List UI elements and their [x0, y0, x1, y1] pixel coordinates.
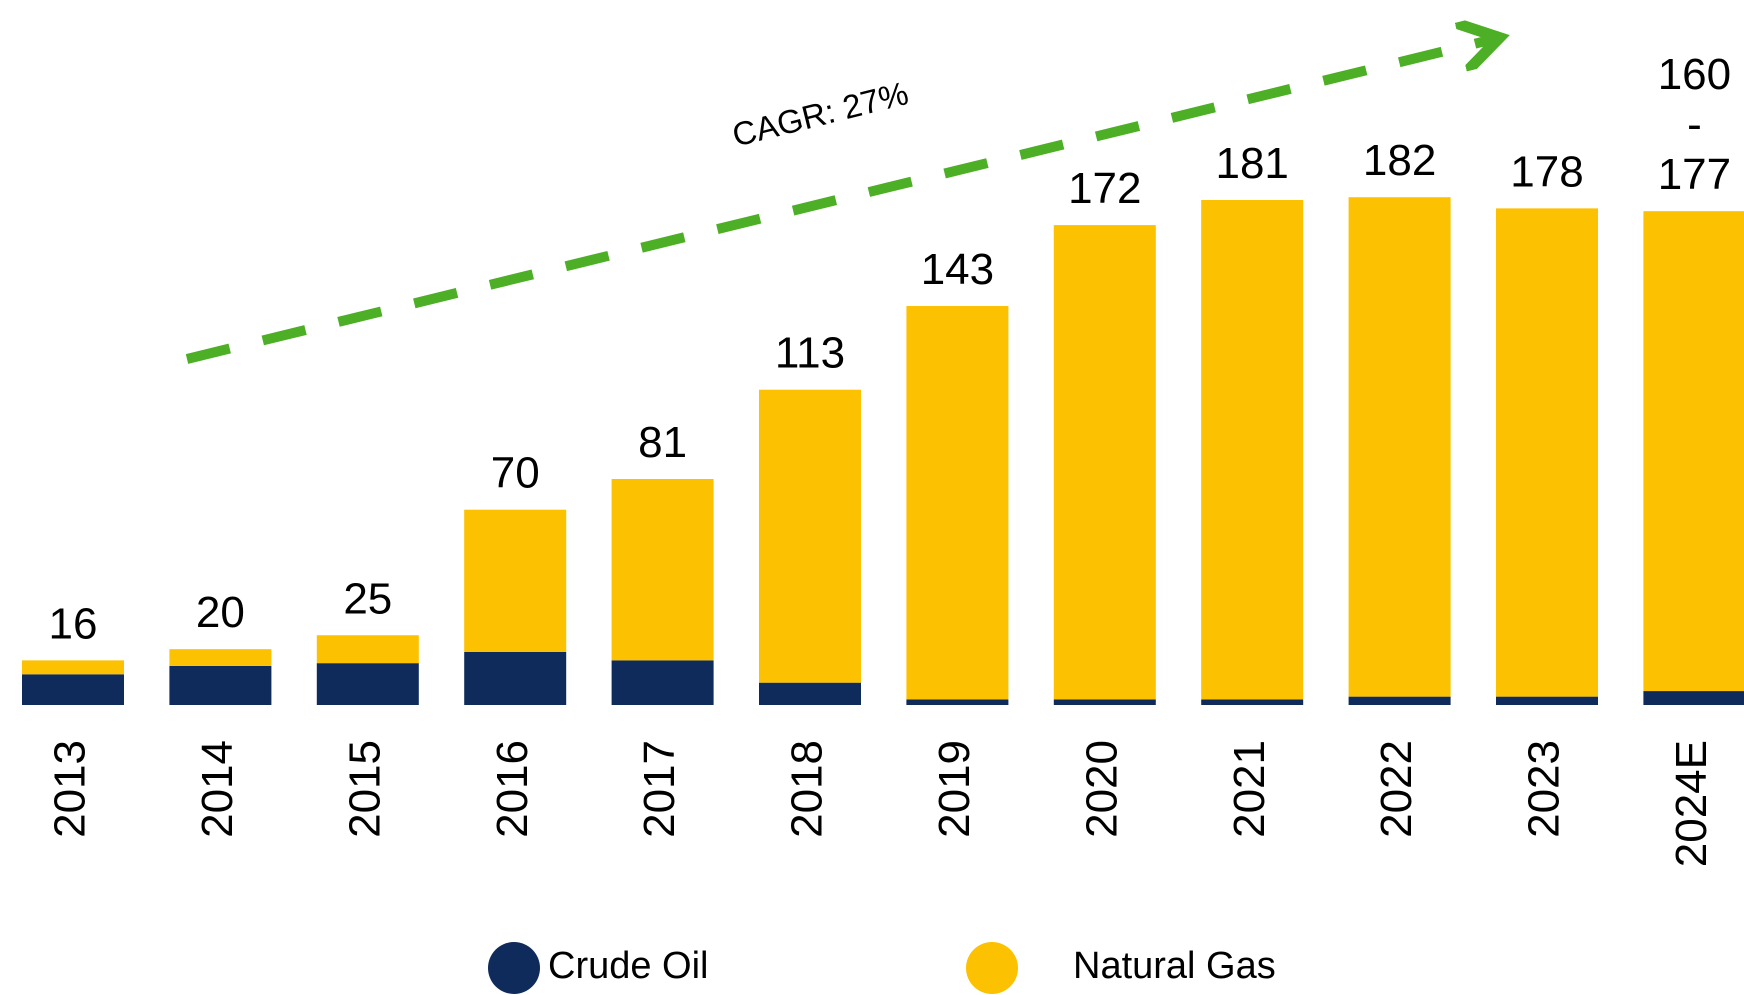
- bar-segment: [1496, 208, 1598, 697]
- x-tick-label: 2013: [46, 740, 95, 838]
- total-label: 172: [1068, 164, 1141, 213]
- x-tick-label: 2020: [1077, 740, 1126, 838]
- x-tick-label: 2023: [1520, 740, 1569, 838]
- bar-segment: [1643, 211, 1744, 692]
- total-label: 70: [491, 449, 540, 498]
- x-tick-label: 2024E: [1667, 740, 1716, 867]
- bar-segment: [1348, 197, 1451, 697]
- x-tick-label: 2017: [635, 740, 684, 838]
- bar-segment: [169, 649, 272, 666]
- bar-segment: [464, 651, 567, 705]
- bar-segment: [759, 682, 861, 705]
- bar-segment: [906, 699, 1009, 705]
- bar-segment: [22, 660, 124, 675]
- bar-segment: [22, 674, 124, 705]
- total-label: 160 -177: [1658, 50, 1731, 199]
- bar-segment: [1201, 699, 1304, 705]
- total-label: 81: [638, 418, 687, 467]
- trend-arrow: [185, 40, 1490, 364]
- bar-segment: [1348, 696, 1451, 705]
- x-tick-label: 2019: [930, 740, 979, 838]
- legend-label: Crude Oil: [548, 945, 709, 987]
- total-label: 143: [921, 245, 994, 294]
- x-tick-label: 2014: [193, 740, 242, 838]
- bar-segment: [759, 389, 861, 683]
- x-tick-label: 2018: [783, 740, 832, 838]
- x-tick-label: 2022: [1372, 740, 1421, 838]
- total-label: 20: [196, 588, 245, 637]
- total-label: 113: [775, 329, 845, 378]
- bar-segment: [316, 635, 419, 664]
- total-label: 181: [1215, 139, 1288, 188]
- legend-swatch: [488, 942, 540, 994]
- x-tick-label: 2021: [1225, 740, 1274, 838]
- total-label: 25: [343, 574, 392, 623]
- total-label: 182: [1363, 136, 1436, 185]
- bar-segment: [1201, 200, 1304, 700]
- cagr-annotation: CAGR: 27%: [729, 74, 912, 153]
- total-label: 16: [49, 599, 98, 648]
- bar-segment: [169, 665, 272, 705]
- total-label: 178: [1510, 147, 1583, 196]
- legend-swatch: [966, 942, 1018, 994]
- bar-segment: [464, 509, 567, 652]
- bar-segment: [1643, 691, 1744, 705]
- bar-segment: [316, 663, 419, 705]
- legend-label: Natural Gas: [1073, 945, 1276, 987]
- bar-segment: [906, 306, 1009, 700]
- bar-segment: [1053, 225, 1156, 700]
- bar-segment: [611, 479, 714, 661]
- bar-segment: [611, 660, 714, 705]
- x-tick-label: 2015: [340, 740, 389, 838]
- bar-segment: [1053, 699, 1156, 705]
- bar-segment: [1496, 696, 1598, 705]
- x-tick-label: 2016: [488, 740, 537, 838]
